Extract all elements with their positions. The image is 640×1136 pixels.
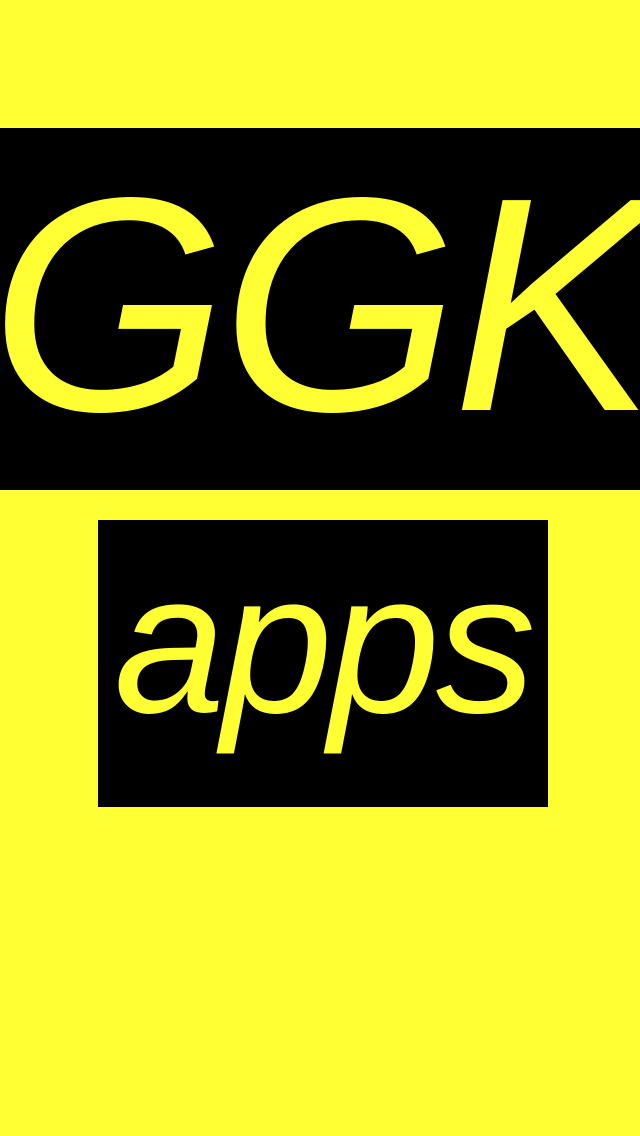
logo-banner: GGK (0, 128, 640, 490)
logo-subtitle-box: apps (98, 520, 548, 807)
logo-title: GGK (0, 133, 640, 475)
logo-subtitle: apps (114, 531, 536, 755)
